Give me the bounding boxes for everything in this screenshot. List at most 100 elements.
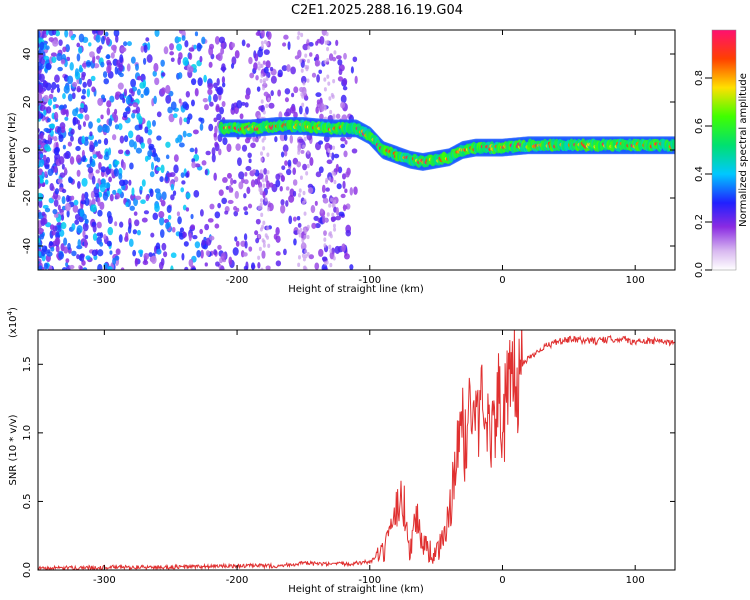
spectrogram-y-axis: -40 -20 0 20 40 [22, 48, 675, 254]
noise-cell [143, 252, 150, 260]
noise-cell [101, 36, 105, 45]
noise-cell [129, 162, 134, 170]
noise-cell [303, 234, 307, 240]
noise-cell [58, 156, 65, 165]
noise-cell [213, 172, 217, 181]
noise-cell [222, 65, 226, 73]
noise-cell [204, 262, 208, 267]
noise-cell [147, 137, 152, 145]
noise-cell [38, 181, 41, 190]
noise-cell [114, 221, 118, 227]
noise-cell [266, 152, 270, 157]
noise-cell [82, 155, 87, 162]
noise-cell [266, 180, 271, 190]
noise-cell [56, 52, 63, 62]
noise-cell [112, 257, 117, 265]
noise-cell [143, 210, 150, 215]
noise-cell [50, 123, 56, 129]
noise-cell [306, 234, 310, 240]
noise-cell [150, 232, 155, 238]
noise-cell [321, 30, 327, 36]
noise-cell [288, 194, 295, 203]
noise-cell [263, 66, 269, 74]
noise-cell [326, 212, 330, 217]
noise-cell [158, 211, 165, 219]
noise-cell [342, 78, 348, 86]
noise-cell [80, 95, 86, 100]
noise-cell [183, 241, 189, 247]
noise-cell [61, 267, 68, 270]
noise-cell [160, 59, 165, 67]
noise-cell [78, 67, 84, 73]
noise-cell [112, 134, 117, 141]
noise-cell [259, 202, 263, 207]
noise-cell [325, 187, 330, 192]
noise-cell [297, 230, 301, 235]
noise-cell [315, 92, 322, 98]
noise-cell [39, 178, 44, 184]
noise-cell [323, 243, 327, 248]
noise-cell [343, 253, 350, 260]
noise-cell [75, 107, 79, 113]
noise-cell [159, 176, 164, 183]
noise-cell [118, 64, 124, 72]
noise-cell [302, 144, 306, 149]
noise-cell [100, 61, 105, 68]
noise-cell [66, 56, 71, 62]
noise-cell [38, 192, 44, 202]
noise-cell [330, 216, 336, 223]
noise-cell [259, 169, 263, 174]
noise-cell [165, 94, 172, 104]
noise-cell [156, 248, 162, 255]
noise-cell [262, 191, 266, 199]
noise-cell [199, 123, 204, 131]
noise-cell [38, 158, 45, 168]
noise-cell [353, 186, 358, 195]
noise-cell [280, 151, 285, 158]
noise-cell [204, 103, 209, 111]
noise-cell [71, 250, 77, 257]
noise-cell [70, 128, 75, 135]
noise-cell [326, 159, 333, 165]
noise-cell [109, 250, 113, 255]
noise-cell [170, 265, 174, 270]
noise-cell [182, 204, 187, 211]
noise-cell [203, 74, 207, 83]
noise-cell [354, 75, 358, 84]
noise-cell [218, 36, 226, 44]
noise-cell [174, 176, 179, 183]
noise-cell [125, 149, 130, 155]
noise-cell [76, 169, 81, 177]
noise-cell [182, 231, 186, 239]
noise-cell [244, 102, 249, 108]
noise-cell [88, 134, 94, 141]
noise-cell [321, 263, 328, 270]
noise-cell [306, 224, 310, 230]
noise-cell [227, 199, 234, 205]
noise-cell [143, 44, 148, 53]
noise-cell [200, 249, 204, 259]
noise-cell [221, 252, 226, 261]
noise-cell [51, 81, 57, 90]
noise-cell [119, 135, 125, 144]
noise-cell [192, 129, 199, 135]
noise-cell [47, 249, 51, 254]
noise-cell [70, 135, 74, 142]
noise-cell [301, 237, 305, 243]
noise-cell [55, 245, 60, 253]
noise-cell [172, 190, 177, 196]
noise-cell [287, 41, 291, 51]
noise-cell [131, 187, 135, 196]
noise-cell [186, 132, 193, 137]
noise-cell [70, 35, 75, 41]
noise-cell [153, 95, 157, 105]
noise-cell [211, 147, 216, 156]
noise-cell [47, 98, 53, 106]
noise-cell [260, 267, 264, 270]
noise-cell [344, 188, 348, 194]
noise-cell [266, 170, 270, 175]
noise-cell [246, 43, 251, 48]
noise-cell [38, 73, 45, 83]
noise-cell [248, 246, 253, 252]
